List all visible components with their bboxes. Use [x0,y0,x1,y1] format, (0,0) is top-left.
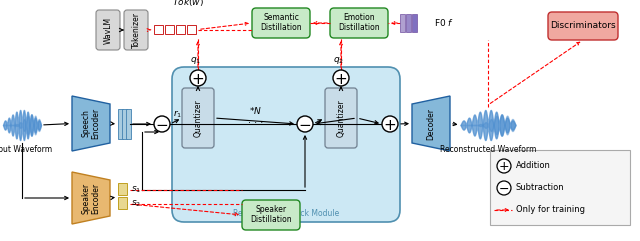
Circle shape [333,70,349,86]
Text: . . .: . . . [248,115,263,125]
Polygon shape [412,96,450,151]
Text: Only for training: Only for training [516,206,585,214]
Bar [154,25,163,34]
Text: Emotion: Emotion [343,13,375,22]
Text: Quantizer: Quantizer [337,99,346,137]
Text: −: − [156,118,168,133]
FancyBboxPatch shape [548,12,618,40]
Bar [122,109,127,139]
Circle shape [382,116,398,132]
Circle shape [497,159,511,173]
Text: $*N$: $*N$ [249,105,262,115]
Text: Tokenizer: Tokenizer [131,12,141,48]
Text: $Tok(w)$: $Tok(w)$ [172,0,204,8]
Circle shape [154,116,170,132]
Polygon shape [72,172,110,224]
Text: $s_2$: $s_2$ [131,199,141,209]
Bar [118,183,127,195]
Bar [412,14,417,32]
FancyBboxPatch shape [124,10,148,50]
Bar [187,25,196,34]
Bar [165,25,174,34]
Text: Speaker
Encoder: Speaker Encoder [81,182,100,214]
Text: Distillation: Distillation [250,215,292,225]
Text: $q_2$: $q_2$ [333,55,344,66]
FancyBboxPatch shape [242,200,300,230]
Text: Speech
Encoder: Speech Encoder [81,108,100,139]
Text: F0 $f$: F0 $f$ [434,18,454,28]
Text: WavLM: WavLM [104,16,113,44]
Text: $s_1$: $s_1$ [131,185,141,195]
Text: Input Waveform: Input Waveform [0,146,52,154]
Text: +: + [191,72,204,87]
Polygon shape [72,96,110,151]
Bar [406,14,411,32]
Text: $r_1$: $r_1$ [173,108,182,120]
FancyBboxPatch shape [96,10,120,50]
Text: Speaker: Speaker [255,206,287,214]
Bar [118,197,127,209]
Text: +: + [335,72,348,87]
Circle shape [497,181,511,195]
Text: −: − [499,182,509,195]
Text: Decoder: Decoder [426,107,435,140]
FancyBboxPatch shape [330,8,388,38]
Text: Distillation: Distillation [260,24,302,33]
Bar [400,14,405,32]
Text: Addition: Addition [516,161,551,170]
Text: $q_1$: $q_1$ [190,55,202,66]
Bar [490,150,630,225]
Text: Quantizer: Quantizer [193,99,202,137]
Text: +: + [499,161,509,174]
Text: Distillation: Distillation [338,24,380,33]
Text: Subtraction: Subtraction [516,183,564,193]
FancyBboxPatch shape [252,8,310,38]
Text: Discriminators: Discriminators [550,21,616,31]
FancyBboxPatch shape [172,67,400,222]
Text: Residual Bottleneck Module: Residual Bottleneck Module [233,209,339,219]
Text: +: + [383,118,396,133]
Circle shape [297,116,313,132]
Text: −: − [299,118,312,133]
Circle shape [190,70,206,86]
Text: Reconstructed Waveform: Reconstructed Waveform [440,146,536,154]
FancyBboxPatch shape [325,88,357,148]
FancyBboxPatch shape [182,88,214,148]
Text: Semantic: Semantic [263,13,299,22]
Bar [176,25,185,34]
Bar [126,109,131,139]
Bar [118,109,123,139]
